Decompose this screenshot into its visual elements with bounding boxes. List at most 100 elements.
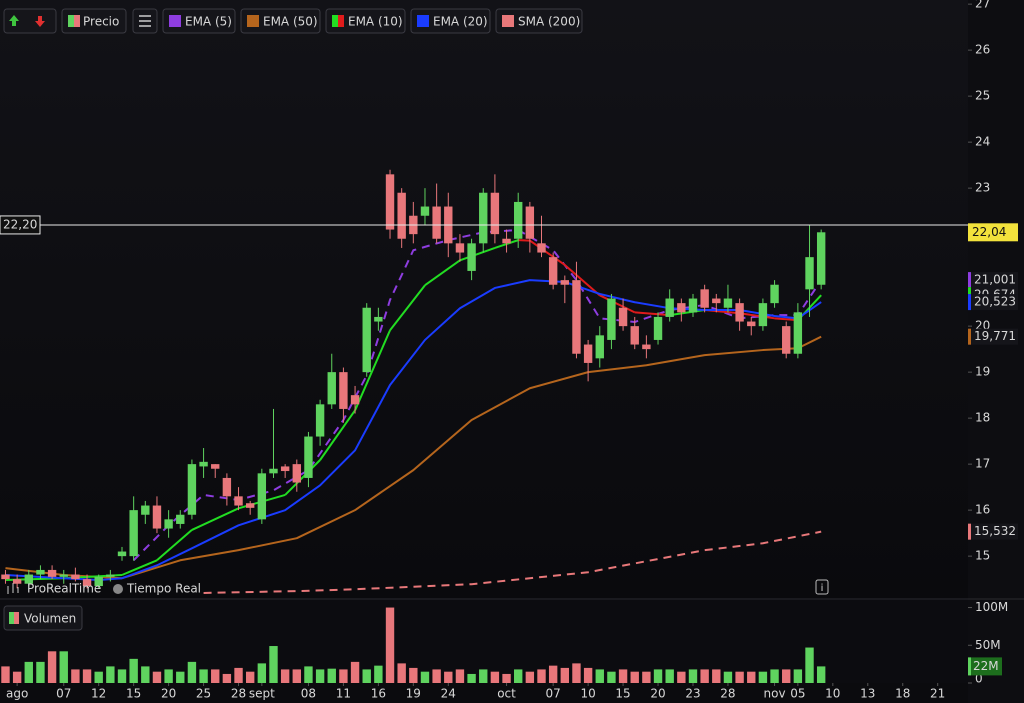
indicator-segment: [669, 309, 705, 317]
volume-bar: [490, 671, 500, 683]
volume-bar: [374, 665, 383, 683]
candle-body: [24, 574, 33, 584]
y-tick-label: 16: [975, 503, 990, 517]
candle-body: [82, 579, 92, 587]
price-axis: [968, 0, 1024, 703]
indicator-segment: [284, 459, 321, 496]
reference-tag: [0, 215, 41, 235]
volume-bar: [1, 666, 10, 683]
volume-icon: [9, 612, 14, 624]
candle-body: [560, 280, 570, 285]
candle-body: [199, 461, 208, 467]
up-arrow: [9, 15, 19, 26]
candle-body: [106, 574, 115, 577]
y-tick-label: 19: [975, 365, 990, 379]
volume-bar: [280, 669, 290, 683]
x-tick-label: 15: [615, 687, 630, 701]
candle-body: [397, 192, 406, 239]
x-tick-label: 10: [825, 687, 840, 701]
indicator-button[interactable]: [410, 8, 491, 34]
arrows-button[interactable]: [3, 8, 57, 34]
indicator-icon: [417, 15, 429, 27]
last-value-tag: [968, 294, 1018, 311]
price-panel: [0, 0, 968, 598]
candle-body: [525, 206, 535, 239]
volume-bar: [642, 671, 651, 683]
candle-body: [432, 206, 441, 239]
volume-tick-label: 100M: [975, 600, 1008, 614]
volume-bar: [71, 669, 80, 683]
watermark-mode: Tiempo Real: [126, 582, 201, 596]
indicator-segment: [459, 246, 496, 262]
x-tick-label: 05: [790, 687, 805, 701]
x-tick-label: 13: [860, 687, 875, 701]
volume-bar: [444, 671, 453, 683]
indicator-button[interactable]: [325, 8, 406, 34]
candle-body: [747, 321, 756, 327]
candle-body: [712, 298, 721, 304]
volume-bar: [572, 663, 581, 683]
x-tick-label: 28: [231, 687, 246, 701]
volume-tick-label: 0: [975, 672, 983, 686]
candle-body: [665, 298, 674, 317]
candle-body: [572, 280, 581, 354]
volume-bar: [805, 647, 814, 683]
last-value-label: 21,001: [974, 273, 1016, 287]
indicator-icon: [247, 15, 259, 27]
volume-bar: [315, 669, 325, 683]
indicator-bar: Precio EMA (5) EMA (50) EMA (10) EMA (20) SM…: [3, 8, 583, 34]
candle-body: [211, 464, 220, 469]
volume-bar: [758, 671, 768, 683]
indicator-name: EMA (5): [185, 15, 232, 29]
volume-button[interactable]: [3, 605, 83, 631]
info-button[interactable]: [815, 579, 829, 595]
last-value-label: 15,532: [974, 524, 1016, 538]
candle-body: [304, 436, 313, 478]
x-tick-label: 07: [56, 687, 71, 701]
candle-body: [642, 344, 651, 350]
price-icon: [68, 15, 74, 27]
candle-body: [164, 519, 173, 529]
x-tick-label: 23: [685, 687, 700, 701]
volume-bar: [514, 669, 523, 683]
candle-body: [12, 579, 22, 584]
indicator-name: SMA (200): [518, 15, 580, 29]
indicator-segment: [191, 507, 239, 531]
volume-bar: [548, 665, 558, 683]
y-tick-label: 27: [975, 0, 990, 11]
x-tick-label: 20: [650, 687, 665, 701]
volume-bar: [665, 669, 674, 683]
volume-bar: [735, 671, 744, 683]
indicator-name: EMA (50): [263, 15, 318, 29]
candle-body: [292, 464, 301, 483]
volume-bar: [339, 669, 348, 683]
volume-bar: [36, 661, 45, 683]
indicator-segment: [634, 311, 670, 317]
volume-title: Volumen: [24, 612, 76, 626]
indicator-line: [5, 279, 822, 582]
indicator-segment: [121, 559, 158, 576]
last-value-label: 20,523: [974, 295, 1016, 309]
volume-bar: [12, 671, 22, 683]
indicator-button[interactable]: [240, 8, 321, 34]
volume-bar: [350, 661, 360, 683]
x-tick-label: 12: [91, 687, 106, 701]
candle-body: [257, 473, 267, 520]
candle-body: [514, 201, 523, 239]
candle-body: [537, 243, 546, 253]
y-tick-label: 23: [975, 181, 990, 195]
indicator-segment: [354, 329, 391, 411]
last-price-label: 22,04: [972, 225, 1006, 239]
volume-bar: [385, 607, 395, 683]
candle-body: [653, 316, 663, 340]
volume-bar: [257, 663, 267, 683]
candle-body: [374, 316, 383, 322]
volume-bar: [129, 658, 138, 683]
candle-body: [816, 232, 826, 285]
indicator-button[interactable]: [495, 8, 583, 34]
volume-bar: [618, 669, 628, 683]
volume-bar: [234, 667, 243, 683]
x-tick-label: 21: [930, 687, 945, 701]
candle-body: [176, 514, 185, 524]
candle-body: [385, 174, 395, 230]
